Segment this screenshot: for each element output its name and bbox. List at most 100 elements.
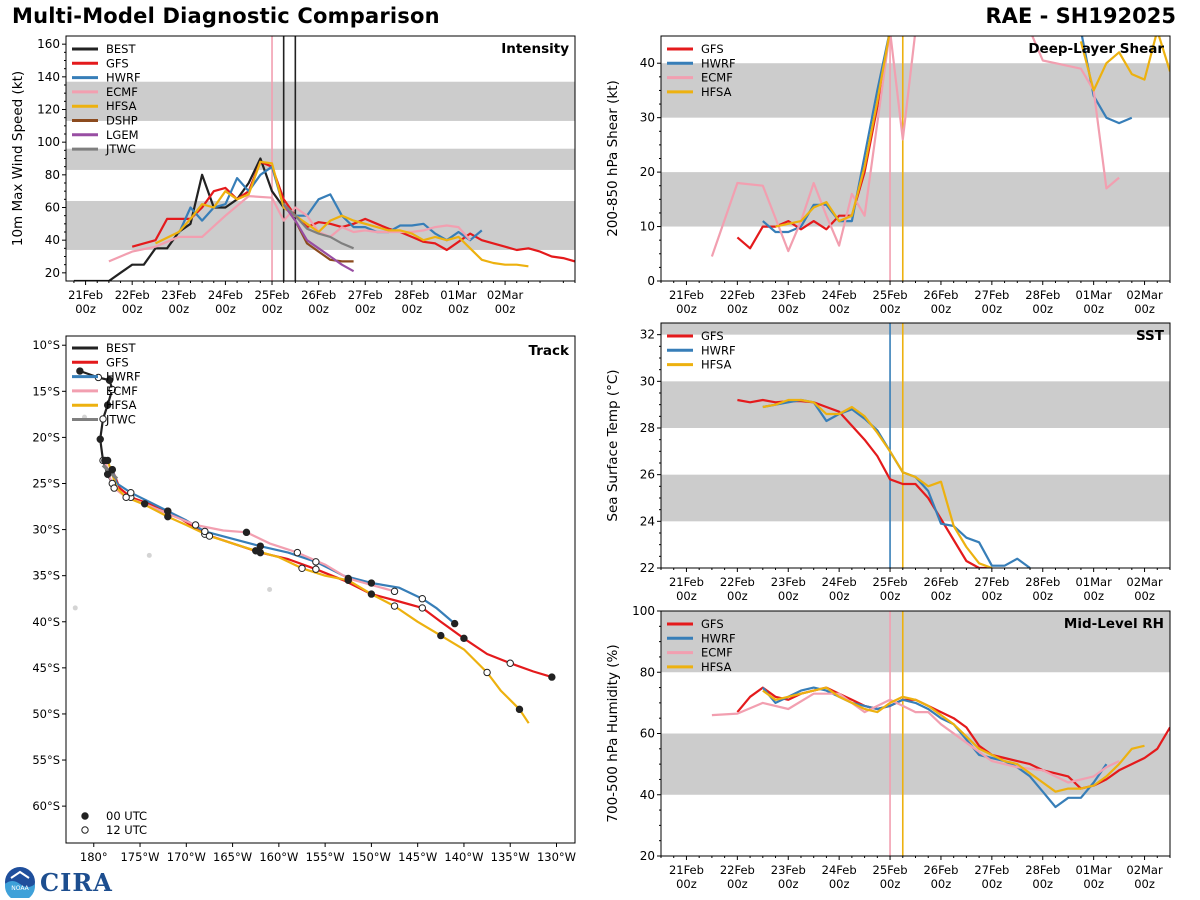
x-tick-label: 00z [880, 302, 901, 316]
legend-label: GFS [701, 42, 724, 56]
y-tick-label: 60°S [32, 799, 60, 813]
y-tick-label: 22 [640, 561, 655, 575]
x-tick-label: 00z [1083, 877, 1104, 891]
panel-title: Intensity [501, 41, 569, 57]
panel-track: 180° 175°W 170°W 165°W 160°W 155°W 150°W 145°W 1… [32, 335, 576, 864]
x-tick-label: 175°W [120, 850, 159, 864]
legend-label: HWRF [106, 370, 141, 384]
legend-label: DSHP [106, 114, 138, 128]
marker-00utc [367, 579, 376, 587]
track-line-ecmf [103, 460, 395, 593]
x-tick-label: 25Feb [255, 288, 290, 302]
series-line-jtwc [282, 203, 355, 250]
x-tick-label: 00z [727, 589, 748, 603]
marker-12utc [312, 558, 320, 566]
y-tick-label: 30 [640, 374, 655, 388]
marker-12utc [191, 521, 200, 529]
y-axis-label: Sea Surface Temp (°C) [605, 369, 621, 521]
marker-12utc [483, 668, 491, 677]
legend-label: HFSA [701, 85, 732, 99]
legend-label: HFSA [106, 99, 137, 113]
logo: NOAA CIRA [4, 866, 113, 898]
x-tick-label: 25Feb [873, 288, 908, 302]
marker-12utc [298, 564, 306, 572]
y-tick-label: 10 [640, 220, 655, 234]
y-tick-label: 40 [640, 788, 655, 802]
legend-marker [81, 826, 89, 834]
legend-label: HFSA [701, 358, 732, 372]
y-tick-label: 30°S [32, 523, 60, 537]
x-tick-label: 02Mar [1126, 575, 1163, 589]
x-tick-label: 00z [982, 589, 1003, 603]
y-tick-label: 15°S [32, 384, 60, 398]
marker-00utc [103, 401, 112, 409]
x-tick-label: 21Feb [669, 863, 704, 877]
x-tick-label: 00z [262, 302, 283, 316]
track-line-gfs [111, 469, 553, 679]
x-tick-label: 130°W [537, 850, 576, 864]
x-tick-label: 24Feb [208, 288, 243, 302]
x-tick-label: 135°W [491, 850, 530, 864]
panel-title: Track [529, 343, 570, 359]
x-tick-label: 00z [122, 302, 143, 316]
marker-00utc [450, 619, 459, 628]
legend-label: GFS [701, 617, 724, 631]
x-tick-label: 180° [80, 850, 108, 864]
series-line-hfsa [762, 686, 1145, 793]
series-line-hfsa [775, 36, 891, 228]
x-tick-label: 02Mar [487, 288, 524, 302]
x-tick-label: 00z [1134, 877, 1155, 891]
legend-label: HFSA [701, 660, 732, 674]
marker-12utc [293, 548, 302, 557]
x-tick-label: 00z [676, 589, 697, 603]
marker-00utc [460, 634, 468, 643]
x-tick-label: 22Feb [115, 288, 150, 302]
plot-area-rh [661, 611, 1170, 856]
x-tick-label: 24Feb [822, 288, 857, 302]
y-tick-label: 40 [45, 233, 60, 247]
x-tick-label: 00z [778, 589, 799, 603]
marker-00utc [164, 512, 172, 521]
legend-label: GFS [701, 329, 724, 343]
marker-12utc [108, 385, 116, 394]
x-tick-label: 28Feb [1025, 288, 1060, 302]
x-tick-label: 21Feb [669, 575, 704, 589]
x-tick-label: 24Feb [822, 575, 857, 589]
y-tick-label: 20 [45, 266, 60, 280]
x-tick-label: 24Feb [822, 863, 857, 877]
plot-area-sst [661, 323, 1170, 568]
x-tick-label: 165°W [213, 850, 252, 864]
legend-label: LGEM [106, 128, 139, 142]
x-tick-label: 26Feb [923, 575, 958, 589]
y-tick-label: 0 [647, 274, 655, 288]
track-line-hfsa [106, 460, 530, 724]
marker-00utc [252, 547, 260, 555]
shaded-band [661, 172, 1170, 227]
marker-00utc [515, 705, 524, 714]
island-shape [146, 552, 152, 558]
x-tick-label: 26Feb [923, 288, 958, 302]
plot-area-track [72, 367, 556, 724]
marker-12utc [418, 604, 426, 612]
legend-label: HWRF [701, 631, 736, 645]
x-tick-label: 140°W [444, 850, 483, 864]
shaded-band [661, 611, 1170, 673]
x-tick-label: 27Feb [974, 575, 1009, 589]
cira-logo-text: CIRA [40, 867, 113, 897]
shaded-band [661, 474, 1170, 522]
shaded-band [66, 81, 575, 121]
legend-label: GFS [106, 56, 129, 70]
x-tick-label: 00z [75, 302, 96, 316]
x-tick-label: 00z [982, 877, 1003, 891]
x-tick-label: 21Feb [68, 288, 103, 302]
x-tick-label: 145°W [398, 850, 437, 864]
x-tick-label: 00z [1032, 877, 1053, 891]
shaded-band [661, 733, 1170, 795]
legend-label: HWRF [106, 71, 141, 85]
y-tick-label: 40 [640, 56, 655, 70]
x-tick-label: 00z [829, 589, 850, 603]
x-tick-label: 27Feb [974, 863, 1009, 877]
x-tick-label: 25Feb [873, 863, 908, 877]
x-tick-label: 00z [880, 877, 901, 891]
